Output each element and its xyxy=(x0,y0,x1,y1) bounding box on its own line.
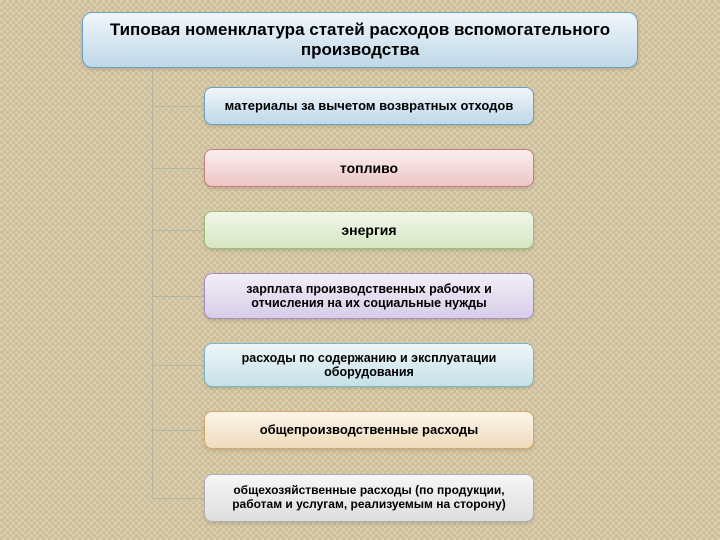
branch-connector xyxy=(152,230,204,231)
branch-connector xyxy=(152,106,204,107)
title-text: Типовая номенклатура статей расходов всп… xyxy=(83,20,637,60)
item-box-1: топливо xyxy=(204,149,534,187)
item-text: общепроизводственные расходы xyxy=(260,423,479,438)
item-box-6: общехозяйственные расходы (по продукции,… xyxy=(204,474,534,522)
branch-connector xyxy=(152,296,204,297)
item-text: материалы за вычетом возвратных отходов xyxy=(225,99,514,114)
item-text: топливо xyxy=(340,160,398,176)
branch-connector xyxy=(152,168,204,169)
item-text: расходы по содержанию и эксплуатации обо… xyxy=(215,351,523,380)
item-box-2: энергия xyxy=(204,211,534,249)
title-box: Типовая номенклатура статей расходов всп… xyxy=(82,12,638,68)
item-box-0: материалы за вычетом возвратных отходов xyxy=(204,87,534,125)
item-text: энергия xyxy=(341,222,396,238)
item-text: зарплата производственных рабочих и отчи… xyxy=(215,282,523,311)
item-box-5: общепроизводственные расходы xyxy=(204,411,534,449)
branch-connector xyxy=(152,365,204,366)
trunk-connector xyxy=(152,68,153,498)
diagram-canvas: Типовая номенклатура статей расходов всп… xyxy=(0,0,720,540)
item-text: общехозяйственные расходы (по продукции,… xyxy=(215,484,523,512)
branch-connector xyxy=(152,498,204,499)
branch-connector xyxy=(152,430,204,431)
item-box-3: зарплата производственных рабочих и отчи… xyxy=(204,273,534,319)
item-box-4: расходы по содержанию и эксплуатации обо… xyxy=(204,343,534,387)
